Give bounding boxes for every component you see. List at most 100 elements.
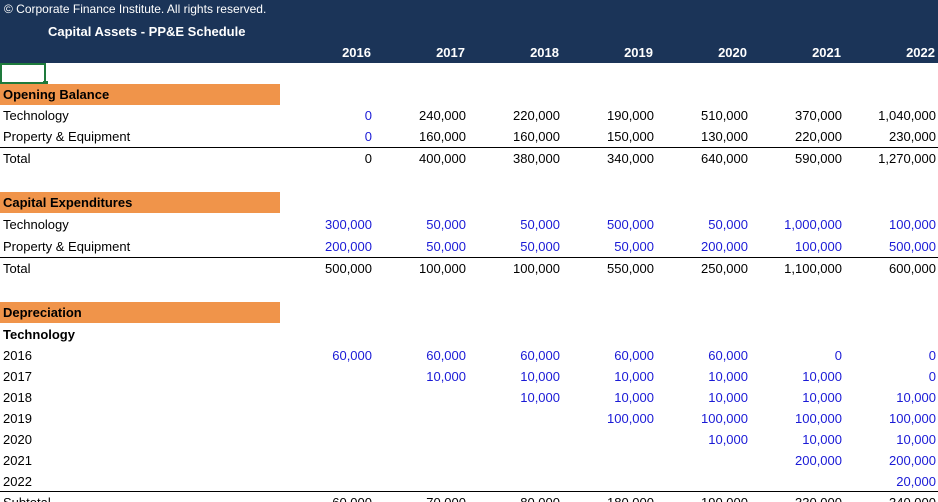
cell-value[interactable]: 150,000 [607, 129, 654, 144]
cell-value[interactable]: 0 [364, 108, 372, 123]
cell-value[interactable]: 10,000 [896, 390, 936, 405]
cell-value[interactable]: 10,000 [802, 390, 842, 405]
table-row[interactable]: 2021 200,000 200,000 [0, 450, 938, 471]
cell-value[interactable]: 1,000,000 [784, 217, 842, 232]
table-row[interactable]: 2019 100,000 100,000 100,000 100,000 [0, 408, 938, 429]
cell-value[interactable]: 50,000 [708, 217, 748, 232]
cell-value[interactable]: 200,000 [795, 453, 842, 468]
cell-value[interactable]: 20,000 [896, 474, 936, 489]
cell-value[interactable]: 0 [364, 129, 372, 144]
total-row[interactable]: Total 500,000 100,000 100,000 550,000 25… [0, 258, 938, 279]
year-header-2020[interactable]: 2020 [718, 45, 747, 60]
cell-value[interactable]: 10,000 [614, 390, 654, 405]
cell-value[interactable]: 400,000 [419, 151, 466, 166]
cell-value[interactable]: 300,000 [325, 217, 372, 232]
cell-value[interactable]: 0 [364, 151, 372, 166]
cell-value[interactable]: 100,000 [513, 261, 560, 276]
cell-value[interactable]: 50,000 [426, 217, 466, 232]
year-header-2018[interactable]: 2018 [530, 45, 559, 60]
table-row[interactable]: Technology 300,000 50,000 50,000 500,000… [0, 214, 938, 235]
section-capital-expenditures[interactable]: Capital Expenditures [0, 192, 280, 213]
cell-value[interactable]: 10,000 [708, 390, 748, 405]
year-header-2016[interactable]: 2016 [342, 45, 371, 60]
table-row[interactable]: 2020 10,000 10,000 10,000 [0, 429, 938, 450]
cell-value[interactable]: 590,000 [795, 151, 842, 166]
cell-value[interactable]: 230,000 [889, 129, 936, 144]
cell-value[interactable]: 500,000 [607, 217, 654, 232]
cell-value[interactable]: 100,000 [607, 411, 654, 426]
section-opening-balance[interactable]: Opening Balance [0, 84, 280, 105]
cell-value[interactable]: 100,000 [795, 239, 842, 254]
cell-value[interactable]: 10,000 [520, 369, 560, 384]
cell-value[interactable]: 340,000 [607, 151, 654, 166]
section-depreciation[interactable]: Depreciation [0, 302, 280, 323]
cell-value[interactable]: 10,000 [614, 369, 654, 384]
cell-value[interactable]: 380,000 [513, 151, 560, 166]
cell-value[interactable]: 10,000 [708, 369, 748, 384]
table-row[interactable]: Property & Equipment 0 160,000 160,000 1… [0, 126, 938, 147]
cell-value[interactable]: 220,000 [513, 108, 560, 123]
subtotal-row[interactable]: Subtotal 60,000 70,000 80,000 180,000 19… [0, 492, 938, 502]
cell-value[interactable]: 60,000 [426, 348, 466, 363]
cell-value[interactable]: 60,000 [708, 348, 748, 363]
cell-value[interactable]: 60,000 [272, 492, 372, 502]
cell-value[interactable]: 1,100,000 [784, 261, 842, 276]
cell-value[interactable]: 600,000 [889, 261, 936, 276]
year-header-2022[interactable]: 2022 [906, 45, 935, 60]
cell-value[interactable]: 160,000 [513, 129, 560, 144]
table-row[interactable]: 2022 20,000 [0, 471, 938, 492]
table-row[interactable]: 2016 60,000 60,000 60,000 60,000 60,000 … [0, 345, 938, 366]
cell-value[interactable]: 500,000 [325, 261, 372, 276]
cell-value[interactable]: 1,040,000 [878, 108, 936, 123]
selected-cell[interactable] [0, 63, 46, 84]
cell-value[interactable]: 10,000 [426, 369, 466, 384]
cell-value[interactable]: 10,000 [708, 432, 748, 447]
cell-value[interactable]: 1,270,000 [878, 151, 936, 166]
cell-value[interactable]: 0 [928, 348, 936, 363]
cell-value[interactable]: 0 [928, 369, 936, 384]
cell-value[interactable]: 100,000 [419, 261, 466, 276]
cell-value[interactable]: 10,000 [896, 432, 936, 447]
cell-value[interactable]: 100,000 [795, 411, 842, 426]
cell-value[interactable]: 240,000 [419, 108, 466, 123]
total-row[interactable]: Total 0 400,000 380,000 340,000 640,000 … [0, 148, 938, 169]
cell-value[interactable]: 190,000 [648, 492, 748, 502]
cell-value[interactable]: 80,000 [460, 492, 560, 502]
cell-value[interactable]: 180,000 [554, 492, 654, 502]
cell-value[interactable]: 330,000 [742, 492, 842, 502]
year-header-2017[interactable]: 2017 [436, 45, 465, 60]
cell-value[interactable]: 370,000 [795, 108, 842, 123]
subsection-row[interactable]: Technology [0, 324, 938, 345]
cell-value[interactable]: 100,000 [889, 411, 936, 426]
cell-value[interactable]: 10,000 [802, 369, 842, 384]
cell-value[interactable]: 60,000 [332, 348, 372, 363]
cell-value[interactable]: 340,000 [836, 492, 936, 502]
cell-value[interactable]: 510,000 [701, 108, 748, 123]
cell-value[interactable]: 200,000 [325, 239, 372, 254]
cell-value[interactable]: 100,000 [701, 411, 748, 426]
cell-value[interactable]: 200,000 [889, 453, 936, 468]
table-row[interactable]: Technology 0 240,000 220,000 190,000 510… [0, 105, 938, 126]
cell-value[interactable]: 640,000 [701, 151, 748, 166]
cell-value[interactable]: 10,000 [802, 432, 842, 447]
cell-value[interactable]: 130,000 [701, 129, 748, 144]
cell-value[interactable]: 70,000 [366, 492, 466, 502]
cell-value[interactable]: 50,000 [520, 217, 560, 232]
cell-value[interactable]: 10,000 [520, 390, 560, 405]
table-row[interactable]: 2018 10,000 10,000 10,000 10,000 10,000 [0, 387, 938, 408]
cell-value[interactable]: 200,000 [701, 239, 748, 254]
cell-value[interactable]: 60,000 [614, 348, 654, 363]
cell-value[interactable]: 220,000 [795, 129, 842, 144]
year-header-2021[interactable]: 2021 [812, 45, 841, 60]
cell-value[interactable]: 250,000 [701, 261, 748, 276]
cell-value[interactable]: 190,000 [607, 108, 654, 123]
cell-value[interactable]: 500,000 [889, 239, 936, 254]
cell-value[interactable]: 50,000 [426, 239, 466, 254]
cell-value[interactable]: 550,000 [607, 261, 654, 276]
table-row[interactable]: Property & Equipment 200,000 50,000 50,0… [0, 236, 938, 257]
year-header-2019[interactable]: 2019 [624, 45, 653, 60]
cell-value[interactable]: 160,000 [419, 129, 466, 144]
cell-value[interactable]: 50,000 [520, 239, 560, 254]
table-row[interactable]: 2017 10,000 10,000 10,000 10,000 10,000 … [0, 366, 938, 387]
cell-value[interactable]: 60,000 [520, 348, 560, 363]
